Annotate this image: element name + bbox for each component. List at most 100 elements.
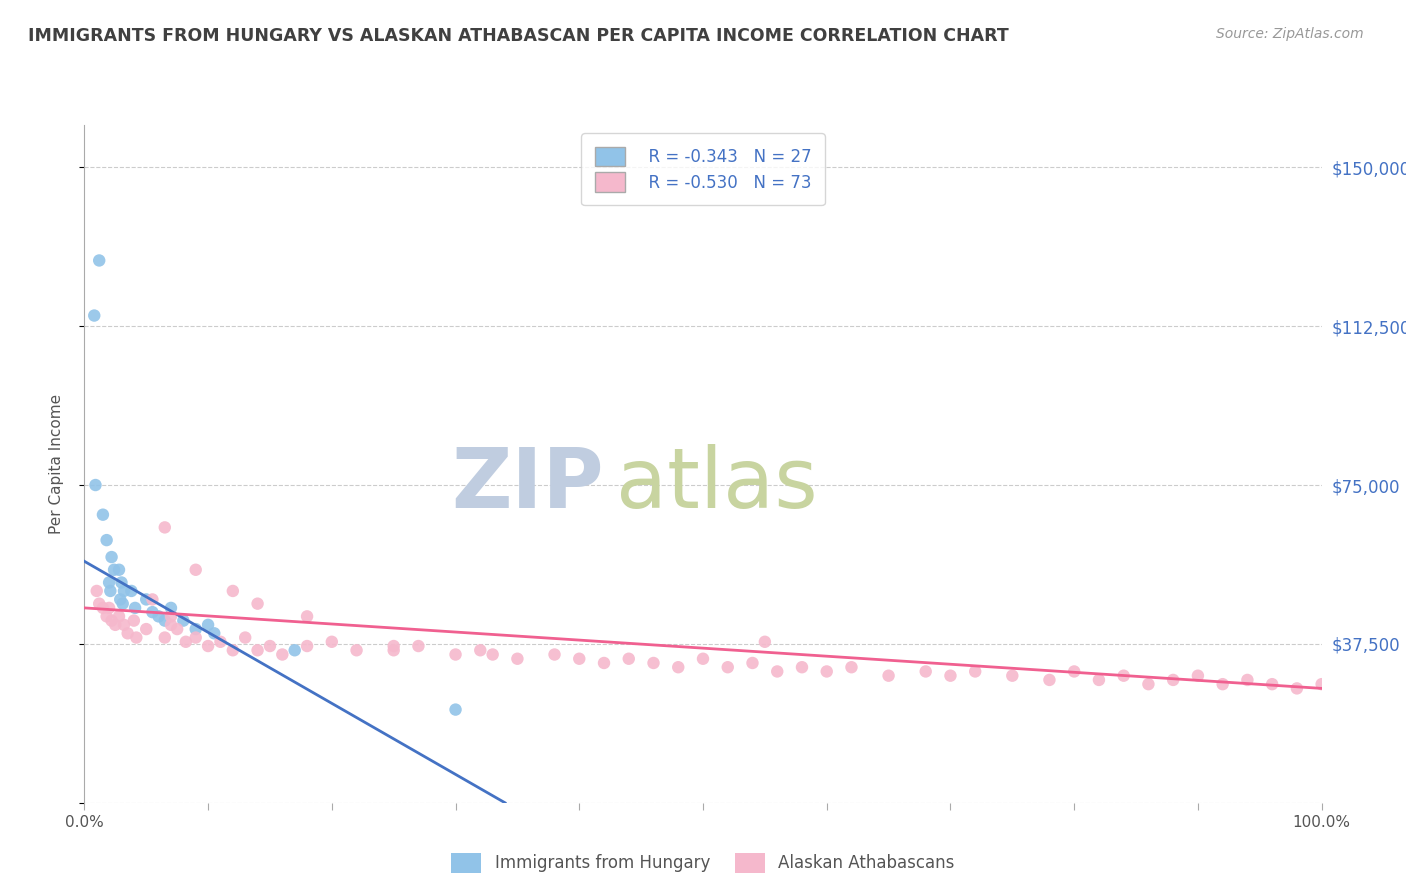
- Point: [284, 643, 307, 657]
- Point: [202, 626, 225, 640]
- Point: [914, 665, 936, 679]
- Point: [103, 563, 125, 577]
- Point: [153, 520, 176, 534]
- Point: [1212, 677, 1234, 691]
- Point: [246, 597, 269, 611]
- Point: [617, 651, 640, 665]
- Point: [1285, 681, 1308, 696]
- Point: [112, 617, 135, 632]
- Point: [174, 635, 197, 649]
- Point: [120, 584, 142, 599]
- Point: [135, 622, 157, 636]
- Point: [382, 639, 405, 653]
- Point: [506, 651, 529, 665]
- Point: [666, 660, 689, 674]
- Point: [100, 549, 122, 565]
- Text: IMMIGRANTS FROM HUNGARY VS ALASKAN ATHABASCAN PER CAPITA INCOME CORRELATION CHAR: IMMIGRANTS FROM HUNGARY VS ALASKAN ATHAB…: [28, 27, 1010, 45]
- Point: [1088, 673, 1111, 687]
- Point: [91, 601, 114, 615]
- Point: [1001, 669, 1024, 683]
- Point: [125, 631, 148, 645]
- Point: [124, 601, 146, 615]
- Point: [382, 643, 405, 657]
- Text: Source: ZipAtlas.com: Source: ZipAtlas.com: [1216, 27, 1364, 41]
- Point: [1137, 677, 1160, 691]
- Point: [1261, 677, 1284, 691]
- Point: [233, 631, 256, 645]
- Point: [717, 660, 740, 674]
- Point: [1161, 673, 1184, 687]
- Point: [89, 253, 111, 268]
- Point: [259, 639, 281, 653]
- Point: [110, 592, 132, 607]
- Point: [197, 617, 219, 632]
- Point: [141, 605, 163, 619]
- Point: [209, 635, 232, 649]
- Point: [166, 622, 188, 636]
- Point: [197, 639, 219, 653]
- Point: [766, 665, 789, 679]
- Point: [1112, 669, 1135, 683]
- Point: [295, 639, 318, 653]
- Point: [754, 635, 776, 649]
- Point: [100, 614, 122, 628]
- Point: [1310, 677, 1333, 691]
- Point: [117, 626, 139, 640]
- Point: [965, 665, 987, 679]
- Point: [444, 648, 467, 662]
- Point: [108, 609, 131, 624]
- Point: [153, 614, 176, 628]
- Point: [110, 575, 132, 590]
- Point: [160, 617, 183, 632]
- Point: [481, 648, 503, 662]
- Point: [1187, 669, 1209, 683]
- Point: [593, 656, 616, 670]
- Point: [135, 592, 157, 607]
- Point: [271, 648, 294, 662]
- Point: [83, 309, 105, 323]
- Point: [939, 669, 962, 683]
- Point: [1038, 673, 1060, 687]
- Point: [153, 631, 176, 645]
- Point: [346, 643, 368, 657]
- Point: [815, 665, 838, 679]
- Point: [543, 648, 565, 662]
- Point: [444, 703, 467, 717]
- Point: [222, 584, 245, 599]
- Point: [790, 660, 813, 674]
- Point: [108, 563, 131, 577]
- Point: [841, 660, 863, 674]
- Point: [111, 597, 134, 611]
- Point: [122, 614, 145, 628]
- Point: [1063, 665, 1085, 679]
- Point: [98, 601, 121, 615]
- Point: [96, 533, 118, 548]
- Point: [98, 584, 121, 599]
- Point: [568, 651, 591, 665]
- Point: [172, 614, 194, 628]
- Point: [86, 584, 108, 599]
- Point: [89, 597, 111, 611]
- Y-axis label: Per Capita Income: Per Capita Income: [49, 393, 63, 534]
- Point: [148, 609, 170, 624]
- Point: [470, 643, 492, 657]
- Text: atlas: atlas: [616, 443, 818, 524]
- Point: [222, 643, 245, 657]
- Point: [98, 575, 121, 590]
- Text: ZIP: ZIP: [451, 443, 605, 524]
- Point: [692, 651, 714, 665]
- Point: [643, 656, 665, 670]
- Point: [160, 601, 183, 615]
- Point: [160, 609, 183, 624]
- Point: [91, 508, 114, 522]
- Point: [184, 563, 207, 577]
- Point: [408, 639, 430, 653]
- Point: [184, 622, 207, 636]
- Point: [877, 669, 900, 683]
- Point: [96, 609, 118, 624]
- Point: [112, 584, 135, 599]
- Point: [741, 656, 763, 670]
- Point: [141, 592, 163, 607]
- Point: [184, 631, 207, 645]
- Point: [246, 643, 269, 657]
